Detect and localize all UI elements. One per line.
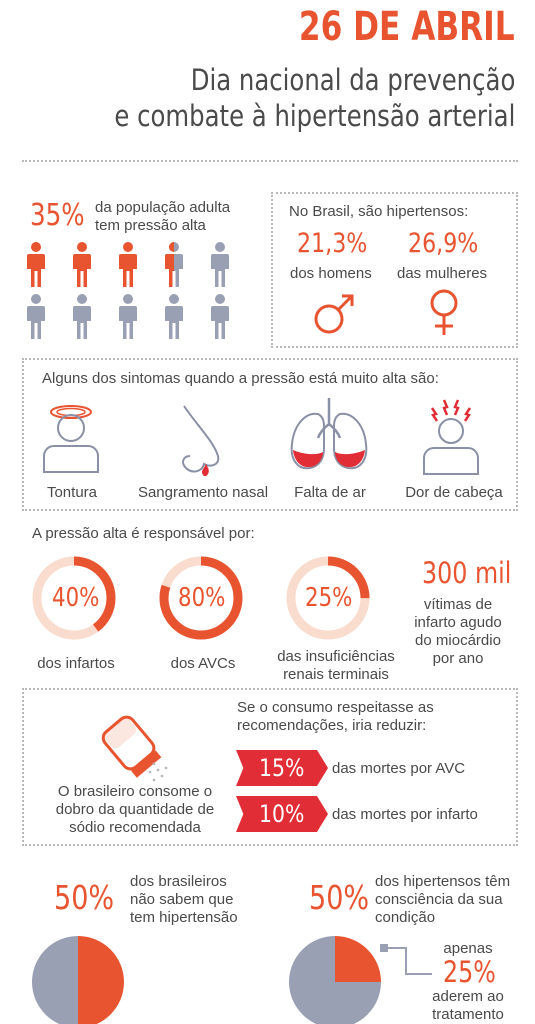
nosebleed-icon	[182, 405, 220, 477]
sodium-right-text: Se o consumo respeitasse as recomendaçõe…	[237, 699, 434, 735]
sodium-left-text: O brasileiro consome o dobro da quantida…	[40, 783, 230, 837]
person-icon	[73, 294, 91, 339]
population-text-line-1: da população adulta	[95, 199, 231, 216]
awareness-right-line-3: condição	[375, 909, 436, 926]
donut-3-label-line-2: renais terminais	[283, 666, 389, 683]
donut-1-label: dos infartos	[37, 655, 115, 672]
sodium-box	[22, 688, 518, 846]
symptom-label-sangramento: Sangramento nasal	[137, 484, 269, 501]
reduction-label-2: das mortes por infarto	[332, 806, 478, 823]
symptom-label-falta-de-ar: Falta de ar	[294, 484, 366, 501]
female-symbol-icon	[430, 289, 458, 335]
page-title-line-1: Dia nacional da prevenção	[190, 63, 515, 97]
awareness-left-pct: 50%	[54, 878, 115, 917]
awareness-right-line-1: dos hipertensos têm	[375, 873, 511, 890]
sodium-left-line-1: O brasileiro consome o	[57, 783, 213, 800]
sodium-left-line-2: dobro da quantidade de	[55, 801, 215, 818]
awareness-left-line-1: dos brasileiros	[130, 873, 227, 890]
connector-line	[380, 944, 432, 975]
women-percent: 26,9%	[408, 228, 479, 259]
pie-unaware	[31, 936, 124, 1024]
treatment-pct: 25%	[443, 955, 496, 989]
person-icon	[73, 242, 91, 287]
awareness-left-line-3: tem hipertensão	[130, 909, 238, 926]
person-icon	[119, 294, 137, 339]
men-label: dos homens	[290, 265, 372, 282]
men-percent: 21,3%	[297, 228, 368, 259]
reduction-tag-2: 10%	[236, 796, 328, 832]
awareness-right-line-2: consciência da sua	[375, 891, 503, 908]
person-icon	[165, 242, 183, 287]
population-text-line-2: tem pressão alta	[95, 217, 206, 234]
treatment-text: aderem ao tratamento	[420, 988, 516, 1024]
donut-charts	[32, 556, 370, 640]
donut-ring-value	[32, 556, 116, 640]
awareness-right-pct: 50%	[309, 878, 370, 917]
page-title: Dia nacional da prevenção e combate à hi…	[114, 62, 515, 134]
population-text: da população adulta tem pressão alta	[95, 199, 230, 235]
awareness-left-text: dos brasileiros não sabem que tem hipert…	[130, 873, 238, 927]
person-icon	[211, 242, 229, 287]
reduction-label-1: das mortes por AVC	[332, 760, 466, 777]
person-icon	[165, 294, 183, 339]
population-percent: 35%	[30, 198, 85, 233]
people-grid	[27, 242, 229, 339]
pie-slice-orange	[335, 936, 381, 982]
pie-slice-orange	[78, 936, 124, 1024]
victims-text: vítimas de infarto agudo do miocárdio po…	[402, 596, 514, 668]
donut-ring-value	[159, 556, 243, 640]
male-symbol-icon	[314, 294, 354, 334]
reduction-pct-2: 10%	[259, 800, 305, 828]
lungs-icon	[290, 398, 368, 470]
donut-3-pct: 25%	[305, 583, 353, 613]
pie-treatment	[289, 936, 381, 1024]
reduction-tag-1: 15%	[236, 750, 328, 786]
sodium-left-line-3: sódio recomendada	[69, 819, 201, 836]
donut-3-label: das insuficiências renais terminais	[266, 648, 406, 684]
reduction-pct-1: 15%	[259, 754, 305, 782]
donut-ring-value	[286, 556, 370, 640]
responsible-heading: A pressão alta é responsável por:	[32, 525, 255, 542]
victims-line-1: vítimas de	[423, 596, 493, 613]
symptoms-box	[22, 358, 518, 511]
women-label: das mulheres	[397, 265, 488, 282]
treatment-line-1: aderem ao	[432, 988, 504, 1005]
divider	[22, 160, 518, 162]
brazil-box	[271, 192, 518, 348]
symptom-label-tontura: Tontura	[46, 484, 98, 501]
victims-number: 300 mil	[422, 556, 512, 590]
date-title: 26 DE ABRIL	[299, 4, 515, 50]
sodium-right-line-1: Se o consumo respeitasse as	[237, 699, 434, 716]
treatment-line-2: tratamento	[432, 1006, 504, 1023]
person-icon	[211, 294, 229, 339]
donut-2-pct: 80%	[178, 583, 226, 613]
headache-icon	[423, 399, 479, 475]
pie-slice-grey	[31, 936, 78, 1024]
donut-3-label-line-1: das insuficiências	[277, 648, 395, 665]
victims-line-3: do miocárdio	[415, 632, 501, 649]
symptoms-heading: Alguns dos sintomas quando a pressão est…	[42, 370, 439, 387]
awareness-only: apenas	[443, 940, 493, 957]
dizzy-head-icon	[43, 405, 99, 473]
symptom-label-dor-de-cabeca: Dor de cabeça	[405, 484, 503, 501]
victims-line-4: por ano	[432, 650, 484, 667]
donut-2-label: dos AVCs	[170, 655, 236, 672]
victims-line-2: infarto agudo	[414, 614, 502, 631]
person-icon	[27, 294, 45, 339]
sodium-right-line-2: recomendações, iria reduzir:	[237, 717, 427, 734]
awareness-left-line-2: não sabem que	[130, 891, 234, 908]
person-icon	[27, 242, 45, 287]
brazil-heading: No Brasil, são hipertensos:	[289, 203, 469, 220]
awareness-right-text: dos hipertensos têm consciência da sua c…	[375, 873, 510, 927]
page-title-line-2: e combate à hipertensão arterial	[114, 99, 515, 133]
person-icon	[119, 242, 137, 287]
salt-shaker-icon	[101, 715, 168, 782]
pie-slice-grey	[289, 936, 381, 1024]
donut-1-pct: 40%	[52, 583, 100, 613]
